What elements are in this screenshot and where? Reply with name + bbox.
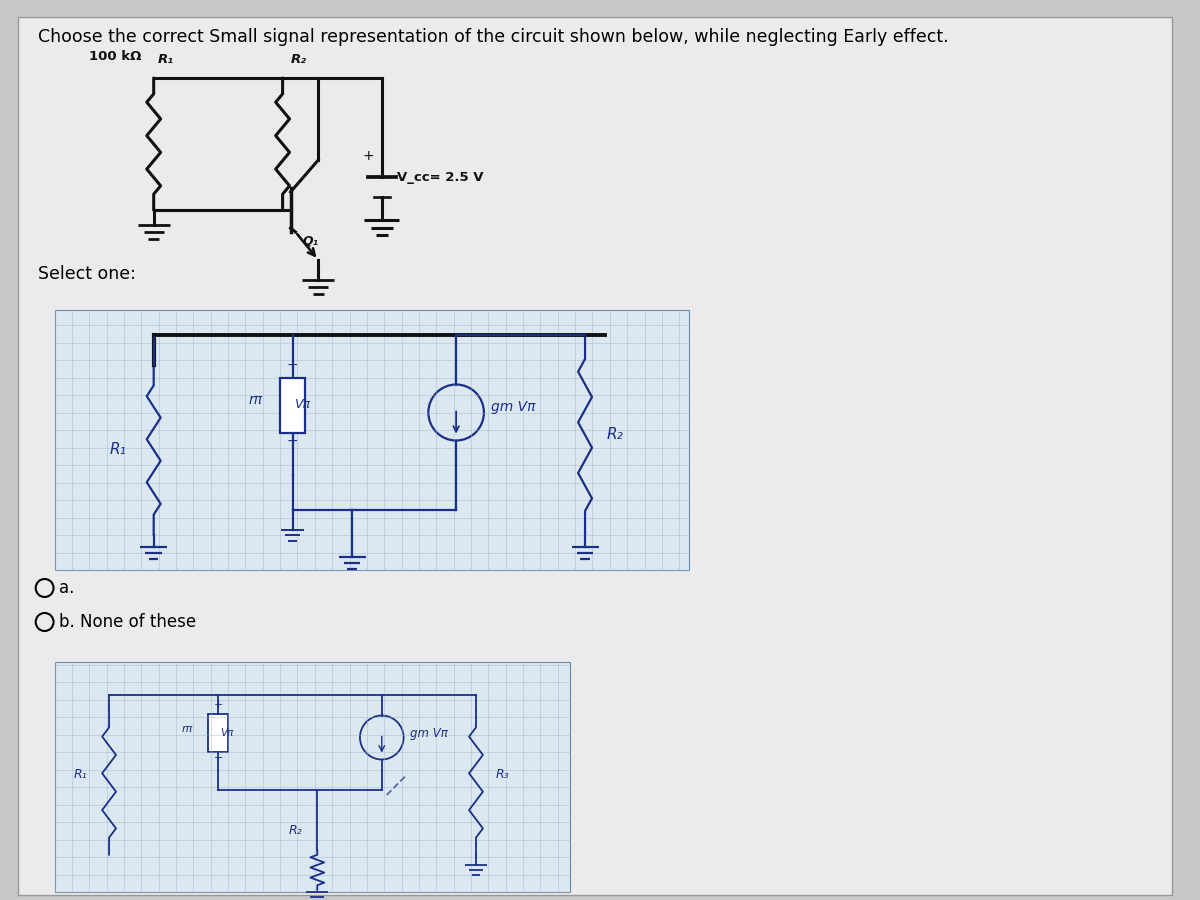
FancyBboxPatch shape bbox=[18, 17, 1172, 895]
Text: b. None of these: b. None of these bbox=[60, 613, 197, 631]
Text: R₂: R₂ bbox=[607, 428, 624, 443]
Text: rπ: rπ bbox=[248, 393, 263, 407]
Text: +: + bbox=[214, 699, 223, 709]
Text: +: + bbox=[287, 358, 299, 373]
Text: Vπ: Vπ bbox=[294, 399, 311, 411]
Text: R₂: R₂ bbox=[290, 53, 306, 66]
FancyBboxPatch shape bbox=[54, 662, 570, 892]
Text: gm Vπ: gm Vπ bbox=[409, 727, 448, 740]
Text: V_cc= 2.5 V: V_cc= 2.5 V bbox=[397, 171, 484, 184]
Bar bbox=[209, 714, 228, 752]
Text: Choose the correct Small signal representation of the circuit shown below, while: Choose the correct Small signal represen… bbox=[37, 28, 948, 46]
Text: a.: a. bbox=[60, 579, 74, 597]
Text: +: + bbox=[362, 149, 373, 163]
Text: −: − bbox=[287, 434, 299, 447]
Text: 100 kΩ: 100 kΩ bbox=[90, 50, 142, 63]
Text: R₁: R₁ bbox=[109, 443, 126, 457]
Text: R₁: R₁ bbox=[157, 53, 174, 66]
FancyBboxPatch shape bbox=[54, 310, 689, 570]
Text: −: − bbox=[214, 752, 223, 762]
Text: R₃: R₃ bbox=[496, 769, 510, 781]
Text: gm Vπ: gm Vπ bbox=[491, 400, 535, 415]
Bar bbox=[280, 377, 306, 433]
Text: Q₁: Q₁ bbox=[302, 235, 318, 248]
Text: R₁: R₁ bbox=[73, 769, 88, 781]
Text: rπ: rπ bbox=[182, 724, 193, 733]
Text: Select one:: Select one: bbox=[37, 265, 136, 283]
Text: Vπ: Vπ bbox=[220, 727, 234, 737]
Text: R₂: R₂ bbox=[289, 824, 302, 836]
